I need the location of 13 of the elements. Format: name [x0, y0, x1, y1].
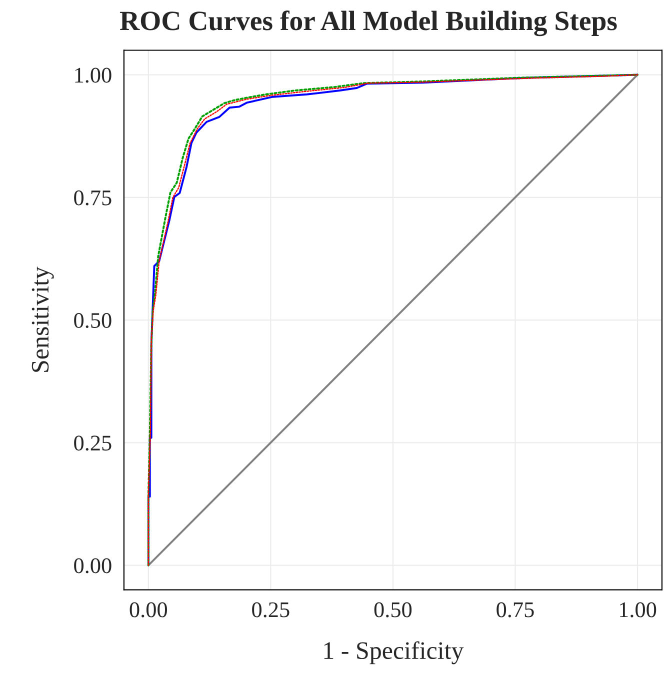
- chart-title: ROC Curves for All Model Building Steps: [120, 10, 617, 36]
- y-tick-label: 0.25: [74, 436, 112, 451]
- x-tick-label: 1.00: [620, 602, 656, 618]
- x-tick-label: 0.50: [374, 602, 412, 618]
- y-axis-title: Sensitivity: [32, 266, 54, 372]
- x-tick-label: 0.75: [496, 602, 534, 618]
- x-tick-label: 0.00: [130, 602, 167, 618]
- x-axis-title: 1 - Specificity: [324, 641, 464, 664]
- y-tick-label: 0.50: [74, 312, 112, 328]
- y-tick-label: 0.75: [74, 190, 112, 206]
- x-tick-label: 0.25: [252, 602, 290, 618]
- y-tick-label: 0.00: [74, 558, 112, 574]
- y-tick-label: 1.00: [75, 68, 112, 83]
